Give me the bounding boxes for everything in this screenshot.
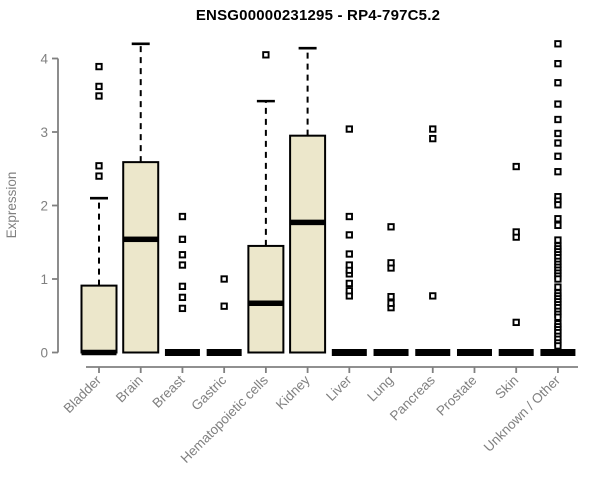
outlier-point bbox=[429, 292, 437, 300]
outlier-point bbox=[95, 172, 103, 180]
outlier-point bbox=[512, 228, 520, 236]
outlier-point bbox=[345, 287, 353, 295]
collapsed-box bbox=[373, 349, 409, 356]
outlier-point bbox=[345, 261, 353, 269]
outlier-point bbox=[387, 299, 395, 307]
outlier-point bbox=[387, 259, 395, 267]
x-tick-label: Pancreas bbox=[387, 372, 438, 423]
outlier-point bbox=[554, 139, 562, 147]
x-tick-label: Prostate bbox=[433, 373, 479, 419]
x-tick-label: Skin bbox=[492, 373, 521, 402]
outlier-point bbox=[345, 279, 353, 288]
x-tick-label: Gastric bbox=[188, 372, 229, 413]
outlier-point bbox=[95, 162, 103, 170]
median-line bbox=[123, 236, 159, 243]
outlier-point bbox=[387, 292, 395, 301]
outlier-point bbox=[554, 342, 562, 350]
collapsed-box bbox=[456, 349, 492, 356]
y-tick-label: 0 bbox=[40, 346, 48, 361]
outlier-point bbox=[387, 223, 395, 231]
outlier-point bbox=[345, 231, 353, 239]
box bbox=[80, 284, 118, 354]
outlier-point bbox=[220, 275, 228, 283]
outlier-point bbox=[512, 318, 520, 327]
collapsed-box bbox=[331, 349, 367, 356]
chart-title: ENSG00000231295 - RP4-797C5.2 bbox=[195, 7, 441, 24]
outlier-point bbox=[178, 261, 187, 269]
outlier-point bbox=[95, 82, 103, 91]
outlier-point bbox=[178, 304, 187, 313]
x-tick-label: Lung bbox=[364, 373, 396, 405]
outlier-point bbox=[95, 92, 103, 100]
outlier-point bbox=[554, 313, 562, 321]
outlier-point bbox=[554, 100, 562, 108]
outlier-point bbox=[554, 115, 562, 124]
outlier-point bbox=[554, 215, 562, 223]
y-tick-label: 4 bbox=[40, 52, 48, 67]
y-tick-label: 2 bbox=[40, 199, 48, 214]
median-line bbox=[81, 349, 117, 356]
collapsed-box bbox=[540, 349, 576, 356]
collapsed-box bbox=[164, 349, 200, 356]
outlier-point bbox=[554, 168, 562, 176]
x-tick-label: Unknown / Other bbox=[481, 372, 564, 455]
outlier-point bbox=[345, 250, 353, 258]
outlier-point bbox=[554, 236, 562, 244]
outlier-point bbox=[178, 251, 187, 259]
x-tick-label: Breast bbox=[149, 372, 187, 410]
x-tick-label: Kidney bbox=[273, 372, 313, 412]
outlier-point bbox=[95, 62, 103, 71]
outlier-point bbox=[178, 282, 187, 290]
collapsed-box bbox=[498, 349, 534, 356]
median-line bbox=[248, 300, 284, 307]
outlier-point bbox=[262, 51, 270, 59]
outlier-point bbox=[554, 152, 562, 160]
x-tick-label: Bladder bbox=[61, 372, 105, 416]
outlier-point bbox=[554, 129, 562, 138]
y-tick-label: 3 bbox=[40, 125, 48, 140]
collapsed-box bbox=[206, 349, 242, 356]
outlier-point bbox=[429, 125, 437, 133]
box bbox=[247, 244, 285, 354]
outlier-point bbox=[554, 283, 562, 291]
outlier-point bbox=[554, 79, 562, 87]
median-line bbox=[290, 219, 326, 226]
box bbox=[122, 161, 160, 354]
outlier-point bbox=[178, 212, 187, 221]
x-tick-label: Brain bbox=[113, 373, 146, 406]
outlier-point bbox=[554, 40, 562, 48]
collapsed-box bbox=[415, 349, 451, 356]
y-tick-label: 1 bbox=[40, 272, 48, 287]
outlier-point bbox=[345, 125, 353, 133]
x-tick-label: Liver bbox=[323, 372, 355, 404]
outlier-point bbox=[345, 212, 353, 221]
box bbox=[289, 134, 327, 354]
outlier-point bbox=[554, 59, 562, 68]
outlier-point bbox=[220, 302, 228, 310]
outlier-point bbox=[429, 134, 437, 143]
outlier-point bbox=[554, 275, 562, 283]
outlier-point bbox=[512, 162, 520, 171]
outlier-point bbox=[554, 201, 562, 209]
outlier-point bbox=[178, 293, 187, 302]
outlier-point bbox=[178, 235, 187, 243]
outlier-point bbox=[554, 221, 562, 229]
